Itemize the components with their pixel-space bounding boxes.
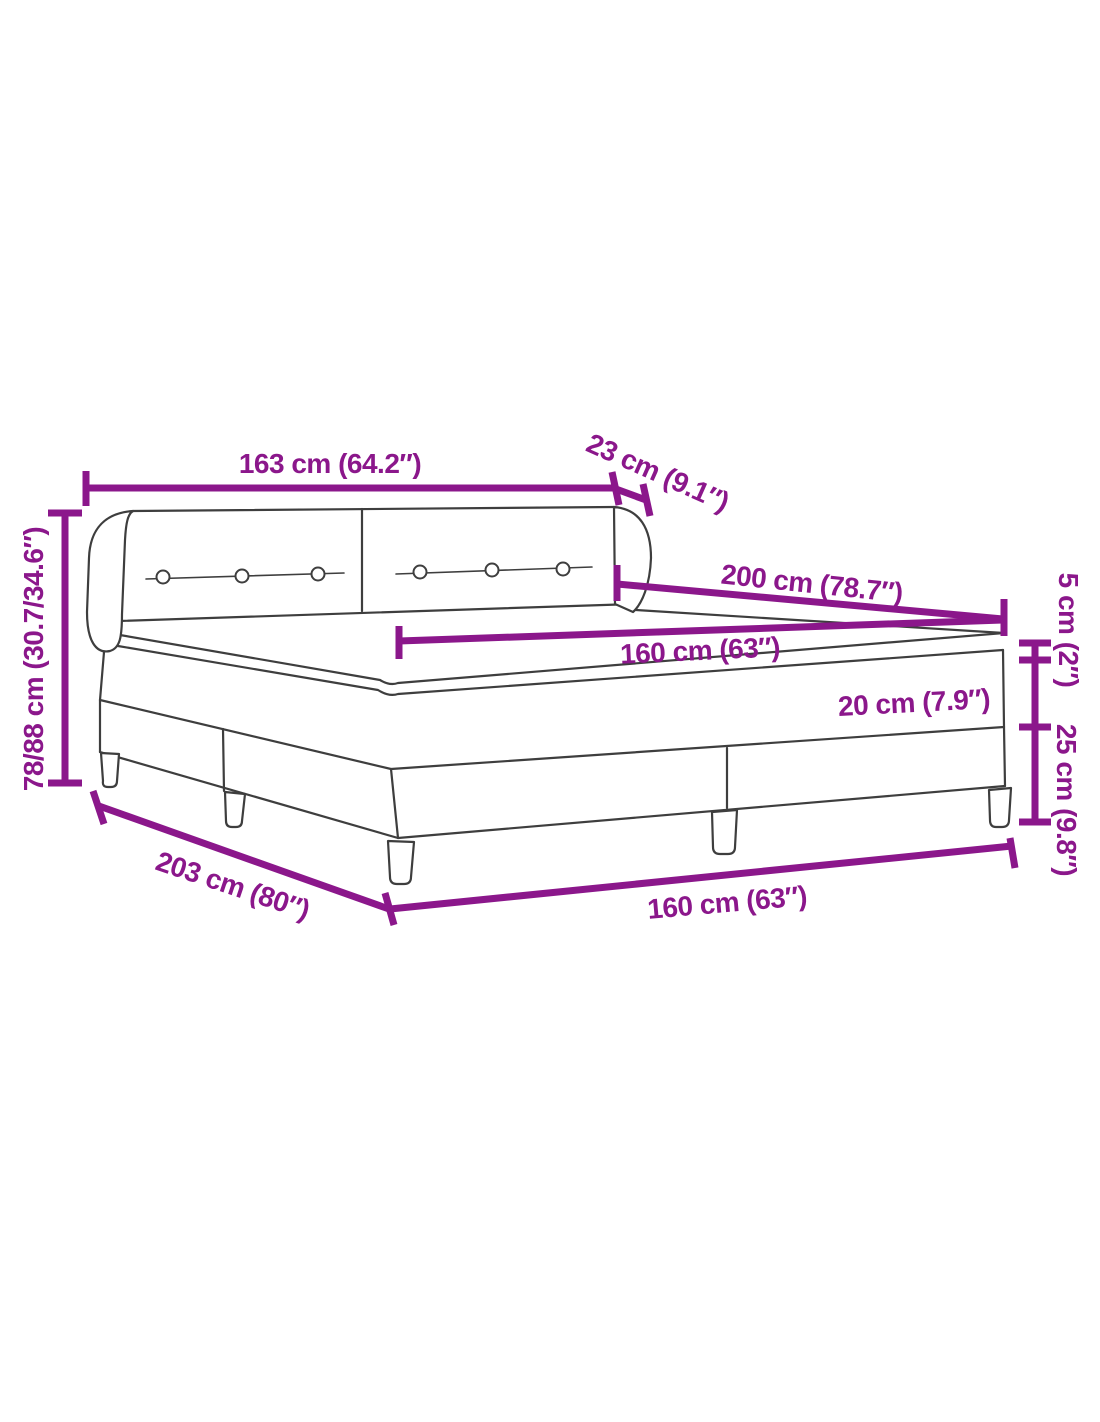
dim-tick <box>608 471 623 506</box>
headboard-top-edge <box>131 505 616 513</box>
dim-label-topper-height: 5 cm (2″) <box>1053 573 1084 688</box>
mattress-back-edge <box>634 608 1006 635</box>
dim-line <box>97 802 391 913</box>
dim-total-height: 78/88 cm (30.7/34.6″) <box>18 509 82 791</box>
base-right-edge <box>1002 725 1007 788</box>
tufting-button <box>310 566 326 582</box>
dim-headboard-depth: 23 cm (9.1″) <box>582 427 734 517</box>
bed-leg <box>223 790 247 829</box>
dim-line <box>398 616 1004 645</box>
base-corner-edge <box>389 767 400 840</box>
base-left-seam <box>221 727 226 793</box>
bed-leg <box>710 808 739 856</box>
dim-label-bed-width: 160 cm (63″) <box>646 880 808 925</box>
tufting-button <box>555 561 571 577</box>
dim-topper-height: 5 cm (2″) <box>1019 573 1084 688</box>
dim-bed-width: 160 cm (63″) <box>389 837 1019 925</box>
dim-tick <box>381 892 398 926</box>
topper-top-edge <box>118 631 1006 686</box>
dim-label-mattress-width: 160 cm (63″) <box>619 631 780 670</box>
dim-line <box>389 842 1013 913</box>
dim-base-height: 25 cm (9.8″) <box>1019 724 1082 876</box>
dim-label-mattress-height: 20 cm (7.9″) <box>837 683 991 722</box>
dim-mattress-height: 20 cm (7.9″) <box>837 660 1051 731</box>
tufting-button <box>412 564 428 580</box>
dim-mattress-width: 160 cm (63″) <box>395 616 1004 670</box>
bed-leg <box>99 751 121 789</box>
dim-label-headboard-width: 163 cm (64.2″) <box>239 448 421 479</box>
bed-illustration <box>85 505 1013 886</box>
dim-tick <box>1006 837 1019 869</box>
dim-label-base-height: 25 cm (9.8″) <box>1051 724 1082 876</box>
dim-tick <box>89 789 108 826</box>
tufting-button <box>484 562 500 578</box>
dimension-annotations: 163 cm (64.2″) 23 cm (9.1″) 200 cm (78.7… <box>18 427 1084 926</box>
dim-line <box>614 485 648 504</box>
bed-leg <box>987 786 1013 829</box>
bed-leg <box>386 839 416 886</box>
headboard-left-wing <box>85 509 135 653</box>
mattress-right-edge <box>1001 648 1006 729</box>
dim-label-total-height: 78/88 cm (30.7/34.6″) <box>18 527 49 791</box>
tufting-button <box>234 568 250 584</box>
mattress-left-edge <box>98 650 106 702</box>
topper-bottom-edge <box>116 644 1005 696</box>
dim-tick <box>639 483 654 517</box>
dim-label-total-length: 203 cm (80″) <box>152 845 314 925</box>
dim-headboard-width: 163 cm (64.2″) <box>82 448 623 506</box>
dim-label-headboard-depth: 23 cm (9.1″) <box>582 427 734 517</box>
headboard-bottom-edge <box>117 602 636 623</box>
dim-line <box>616 580 1004 623</box>
tufting-button <box>155 569 171 585</box>
